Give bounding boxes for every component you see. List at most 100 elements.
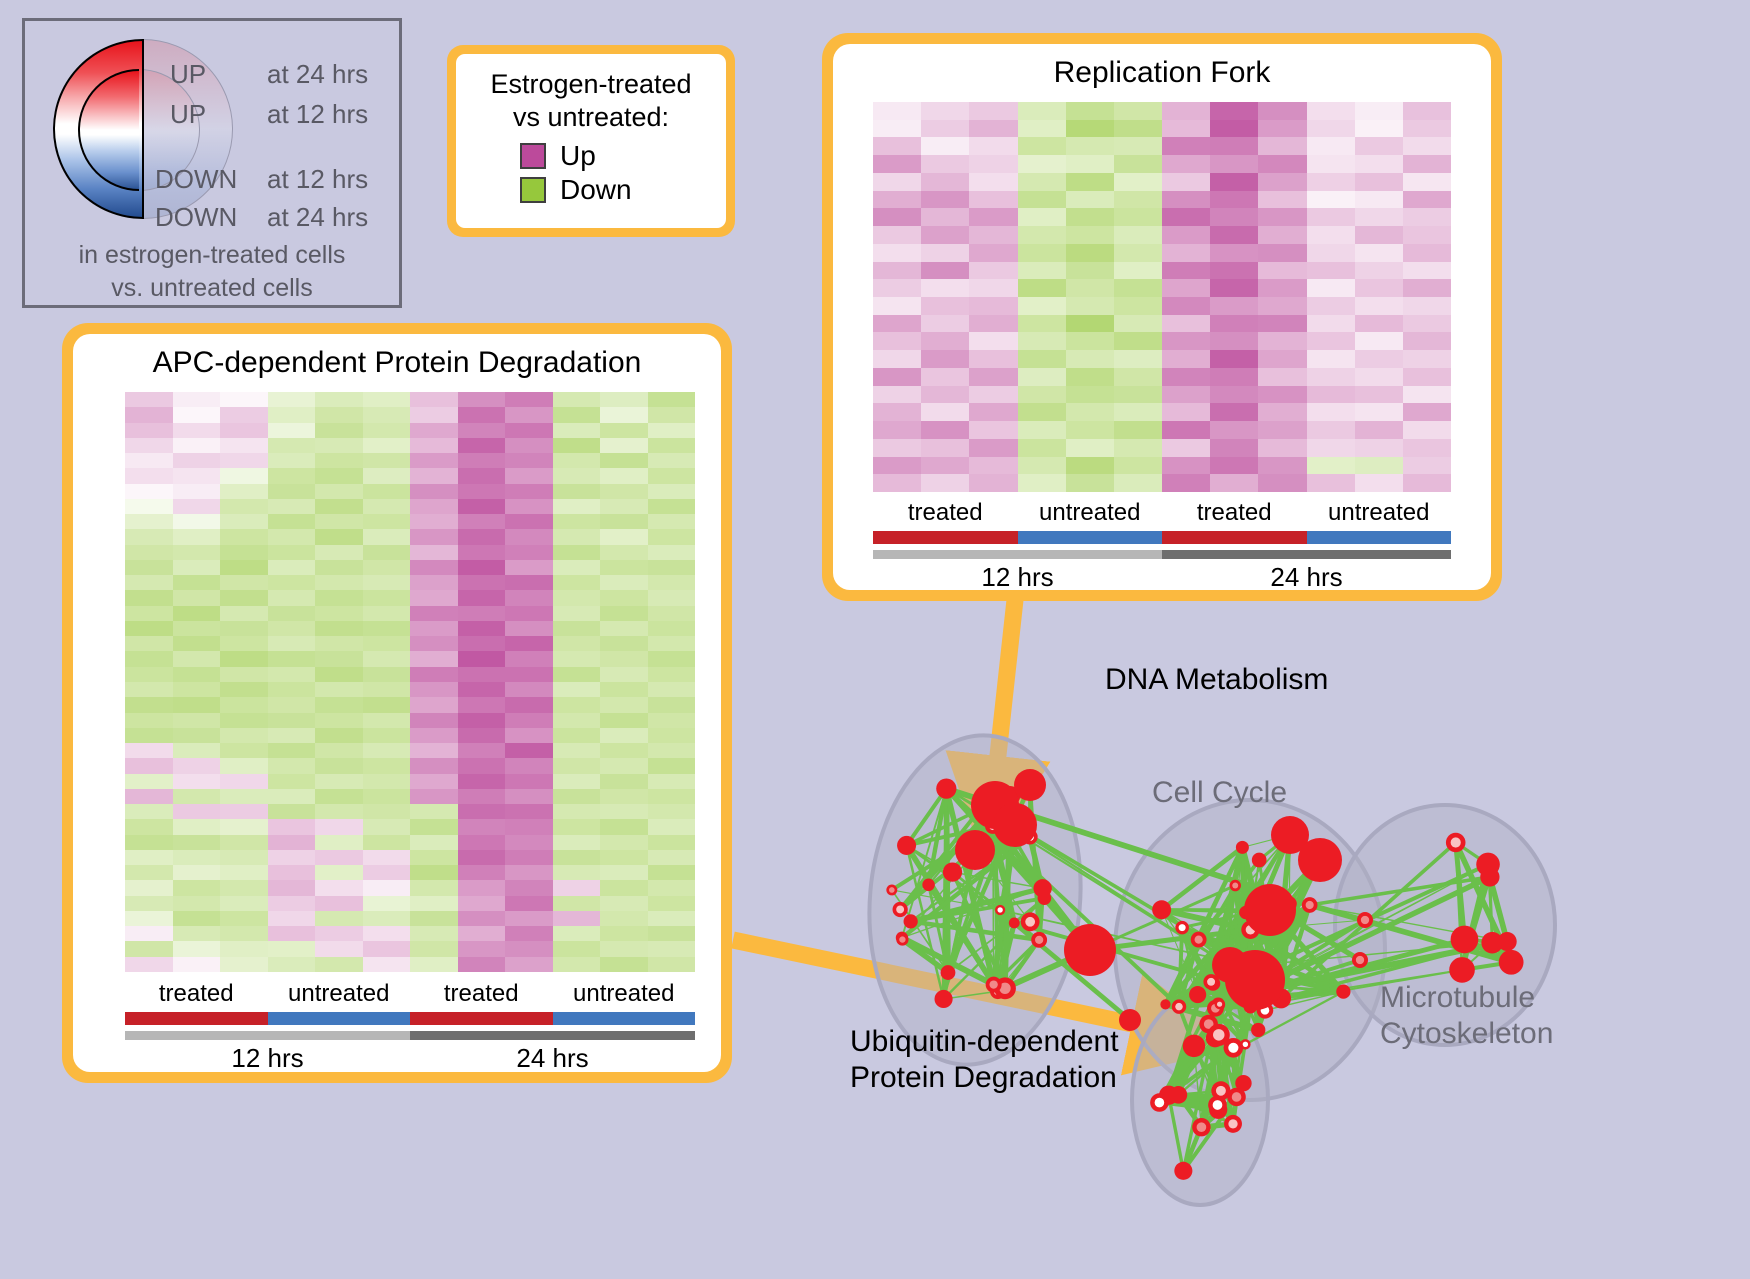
- heatmap-cell: [647, 453, 695, 469]
- heatmap-cell: [267, 422, 315, 438]
- heatmap-cell: [410, 605, 458, 621]
- heatmap-cell: [362, 727, 410, 744]
- heatmap-cell: [172, 910, 220, 927]
- heatmap-cell: [552, 666, 600, 682]
- network-node: [1235, 840, 1249, 854]
- heatmap-cell: [172, 773, 220, 789]
- network-node: [1064, 924, 1116, 976]
- heatmap-cell: [362, 849, 410, 866]
- heatmap-cell: [1354, 208, 1403, 227]
- network-node: [1481, 931, 1503, 954]
- heatmap-cell: [505, 651, 553, 667]
- heatmap-cell: [457, 575, 505, 591]
- heatmap-cell: [1017, 385, 1066, 404]
- heatmap-cell: [1017, 279, 1066, 297]
- heatmap-cell: [600, 437, 648, 454]
- heatmap-cell: [315, 437, 363, 454]
- heatmap-cell: [1113, 314, 1162, 333]
- heatmap-cell: [267, 483, 315, 499]
- heatmap-cell: [362, 773, 410, 789]
- heatmap-cell: [410, 422, 458, 438]
- heatmap-cell: [1113, 296, 1162, 315]
- heatmap-cell: [1354, 438, 1403, 457]
- network-node: [1208, 1095, 1227, 1115]
- heatmap-cell: [457, 895, 505, 911]
- heatmap-cell: [362, 483, 410, 499]
- heatmap-cell: [315, 575, 363, 591]
- network-edge: [1213, 1037, 1235, 1125]
- heatmap-cell: [410, 697, 458, 713]
- heatmap-cell: [647, 575, 695, 591]
- heatmap-cell: [125, 804, 173, 820]
- heatmap-cell: [125, 483, 173, 499]
- heatmap-cell: [647, 849, 695, 866]
- heatmap-cell: [600, 865, 648, 881]
- network-node: [1020, 912, 1040, 932]
- heatmap-cell: [410, 575, 458, 591]
- heatmap-cell: [1306, 261, 1355, 280]
- heatmap-cell: [552, 849, 600, 866]
- heatmap-cell: [600, 636, 648, 652]
- heatmap-cell: [921, 332, 970, 351]
- heatmap-cell: [1210, 279, 1259, 297]
- heatmap-cell: [172, 727, 220, 744]
- heatmap-cell: [505, 483, 553, 499]
- heatmap-cell: [125, 407, 173, 423]
- heatmap-cell: [552, 697, 600, 713]
- network-edge: [1488, 876, 1494, 943]
- heatmap-cell: [552, 956, 600, 972]
- network-node: [1182, 1034, 1206, 1058]
- heatmap-cell: [267, 666, 315, 682]
- time-labels-replication: 12 hrs 24 hrs: [873, 562, 1451, 593]
- heatmap-cell: [410, 407, 458, 423]
- heatmap-cell: [600, 605, 648, 621]
- heatmap-cell: [125, 636, 173, 652]
- heatmap-cell: [647, 880, 695, 896]
- heatmap-cell: [552, 651, 600, 667]
- heatmap-cell: [552, 575, 600, 591]
- heatmap-cell: [457, 910, 505, 927]
- scale-row-1-time: at 12 hrs: [267, 99, 369, 129]
- cluster-label-cell-cycle: Cell Cycle: [1152, 776, 1288, 809]
- heatmap-cell: [921, 367, 970, 386]
- heatmap-cell: [125, 575, 173, 591]
- heatmap-cell: [1017, 119, 1066, 138]
- heatmap-cell: [600, 544, 648, 560]
- heatmap-cell: [552, 620, 600, 637]
- heatmap-cell: [362, 712, 410, 728]
- heatmap-cell: [1065, 350, 1114, 368]
- heatmap-cell: [1065, 385, 1114, 404]
- heatmap-cell: [267, 392, 315, 408]
- heatmap-cell: [969, 350, 1018, 368]
- heatmap-cell: [1162, 190, 1211, 209]
- network-node: [922, 878, 935, 892]
- heatmap-cell: [505, 926, 553, 942]
- heatmap-cell: [600, 651, 648, 667]
- network-node: [934, 989, 953, 1009]
- network-node: [1174, 1161, 1193, 1180]
- heatmap-cell: [220, 636, 268, 652]
- heatmap-cell: [362, 514, 410, 530]
- heatmap-cell: [457, 666, 505, 682]
- heatmap-cell: [125, 651, 173, 667]
- heatmap-cell: [220, 697, 268, 713]
- heatmap-cell: [125, 437, 173, 454]
- heatmap-cell: [362, 819, 410, 835]
- heatmap-cell: [873, 474, 922, 492]
- heatmap-cell: [1354, 261, 1403, 280]
- heatmap-cell: [1113, 332, 1162, 351]
- heatmap-cell: [1017, 367, 1066, 386]
- heatmap-cell: [647, 651, 695, 667]
- heatmap-cell: [1162, 279, 1211, 297]
- heatmap-cell: [505, 544, 553, 560]
- heatmap-cell: [172, 544, 220, 560]
- heatmap-cell: [505, 514, 553, 530]
- heatmap-cell: [267, 651, 315, 667]
- heatmap-cell: [172, 483, 220, 499]
- heatmap-cell: [267, 758, 315, 774]
- heatmap-cell: [220, 666, 268, 682]
- heatmap-cell: [552, 544, 600, 560]
- time-label: 24 hrs: [516, 1043, 589, 1073]
- heatmap-cell: [1354, 385, 1403, 404]
